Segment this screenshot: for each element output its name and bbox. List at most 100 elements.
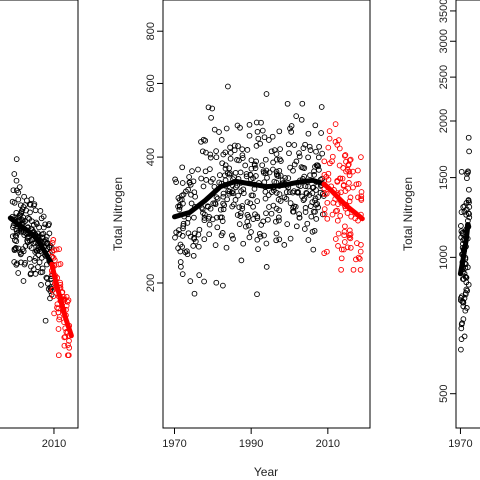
data-point-early (239, 152, 246, 159)
data-point-early (239, 146, 246, 153)
y-axis-title-right: Total Nitrogen (401, 177, 415, 251)
y-tick-label: 600 (145, 74, 157, 92)
data-point-recent (344, 244, 351, 251)
data-point-early (265, 216, 271, 223)
data-point-early (178, 196, 185, 203)
data-point-early (302, 141, 308, 148)
data-point-early (312, 122, 319, 129)
data-point-recent (357, 248, 364, 255)
data-point-early (38, 215, 45, 222)
data-point-early (263, 210, 269, 217)
data-point-early (246, 121, 253, 128)
data-point-early (26, 256, 33, 262)
data-point-early (458, 168, 465, 175)
data-point-early (307, 147, 314, 153)
data-point-early (304, 220, 311, 227)
data-point-early (287, 235, 294, 242)
data-point-early (21, 261, 28, 268)
data-point-early (252, 165, 259, 171)
data-point-recent (358, 197, 365, 203)
data-point-early (276, 128, 283, 135)
data-point-early (273, 205, 280, 212)
x-tick-label: 1970 (162, 438, 186, 450)
data-point-early (232, 169, 239, 176)
data-point-early (243, 171, 250, 177)
data-point-early (240, 240, 247, 247)
data-point-early (273, 168, 280, 175)
data-point-recent (332, 236, 339, 242)
x-axis-right: 1970 (448, 428, 473, 450)
data-point-early (266, 137, 272, 143)
data-point-early (277, 198, 284, 204)
data-point-recent (66, 344, 73, 351)
data-point-early (31, 258, 38, 264)
data-point-early (191, 290, 198, 297)
data-point-recent (347, 235, 354, 242)
data-point-early (296, 214, 303, 221)
data-point-early (186, 179, 193, 186)
data-point-early (220, 151, 227, 158)
data-point-early (296, 211, 302, 217)
data-point-early (227, 155, 234, 162)
data-point-early (208, 178, 214, 185)
y-tick-label: 200 (145, 274, 157, 292)
data-point-early (222, 162, 229, 169)
data-point-early (15, 245, 22, 252)
data-point-early (466, 199, 472, 206)
x-tick-label: 1990 (239, 438, 263, 450)
data-point-early (36, 259, 43, 266)
data-point-recent (56, 314, 63, 320)
data-point-early (202, 168, 209, 175)
data-point-early (22, 218, 29, 224)
data-point-early (300, 145, 307, 151)
data-point-recent (347, 231, 354, 238)
data-point-recent (329, 153, 336, 160)
data-point-early (180, 220, 187, 227)
data-point-recent (332, 139, 339, 145)
data-point-early (13, 156, 20, 162)
data-point-early (298, 116, 305, 123)
data-point-early (207, 151, 214, 158)
data-point-early (172, 234, 178, 241)
data-point-early (18, 209, 25, 216)
data-point-recent (346, 198, 353, 205)
data-point-early (459, 293, 465, 300)
data-point-early (213, 148, 219, 154)
smooth-left (7, 215, 74, 339)
data-point-early (307, 203, 314, 209)
data-point-recent (341, 232, 348, 239)
data-point-recent (341, 152, 348, 159)
data-point-early (301, 165, 308, 171)
data-point-early (230, 235, 236, 242)
data-point-early (189, 168, 195, 174)
data-point-early (263, 91, 270, 97)
data-point-early (195, 166, 201, 173)
y-tick-label: 500 (438, 385, 450, 403)
data-point-early (319, 150, 326, 157)
data-point-early (177, 259, 184, 265)
data-point-early (37, 269, 44, 276)
data-point-recent (347, 244, 354, 251)
data-point-early (464, 171, 470, 177)
data-point-recent (338, 255, 345, 262)
data-point-early (248, 229, 254, 235)
data-point-early (232, 197, 239, 203)
data-point-early (255, 246, 261, 252)
y-axis-right: 500 1000 1500 2000 2500 3000 3500 (438, 0, 456, 403)
data-point-early (265, 192, 272, 198)
data-point-early (20, 278, 27, 284)
data-point-early (212, 200, 218, 206)
data-point-early (300, 197, 307, 203)
data-point-early (309, 190, 316, 197)
data-point-early (180, 191, 187, 198)
data-point-early (268, 210, 275, 217)
data-point-early (310, 246, 317, 253)
data-point-early (294, 189, 300, 196)
data-point-recent (332, 121, 339, 127)
data-point-early (220, 190, 227, 197)
data-point-early (234, 157, 240, 163)
data-point-early (242, 162, 249, 169)
data-point-early (218, 137, 225, 143)
data-point-recent (56, 316, 62, 323)
y-tick-label: 1500 (438, 165, 450, 189)
